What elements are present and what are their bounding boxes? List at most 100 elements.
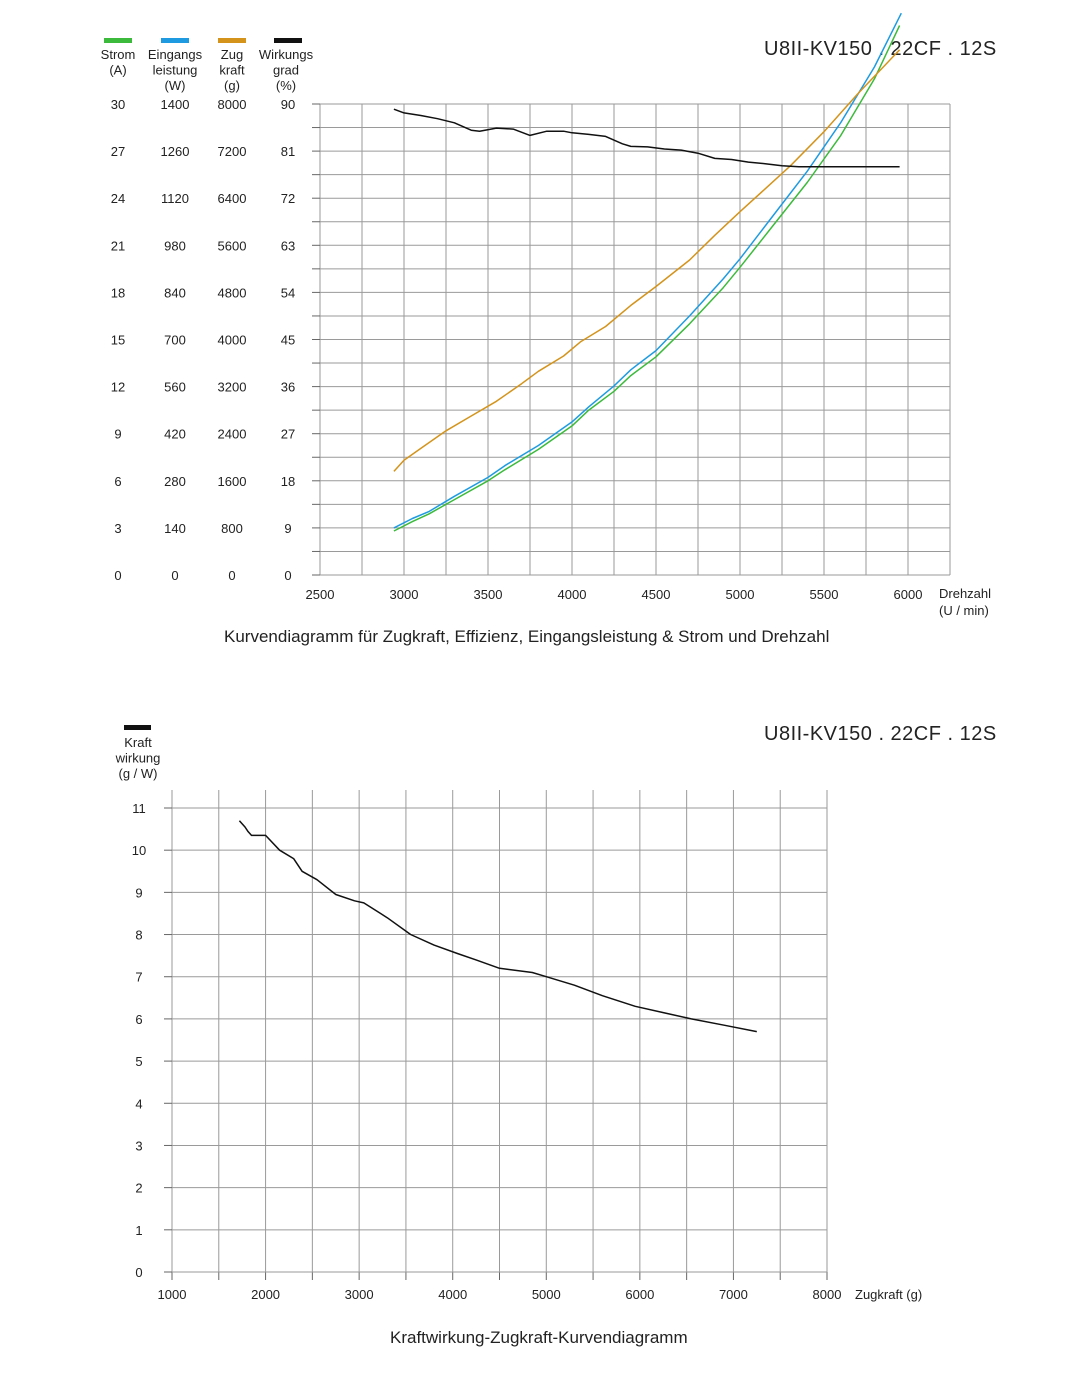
- y-tick-label-strom: 6: [114, 474, 121, 489]
- series-line-wirkung: [393, 108, 900, 168]
- x-tick-label: 7000: [719, 1287, 748, 1302]
- x-tick-label: 3000: [345, 1287, 374, 1302]
- y-tick-label-leistung: 0: [171, 568, 178, 583]
- y-tick-label-zug: 6400: [218, 191, 247, 206]
- y-tick-label-zug: 4000: [218, 333, 247, 348]
- axis-header-zug: (g): [224, 78, 240, 93]
- y-tick-label: 7: [135, 970, 142, 985]
- y-tick-label-zug: 0: [228, 568, 235, 583]
- x-tick-label: 5500: [810, 587, 839, 602]
- efficiency-thrust-chart: Kraftwirkung(g / W) 0 1 2 3 4 5 6 7 8 9 10 11 1000 200…: [115, 725, 922, 1302]
- y-tick-label-zug: 8000: [218, 97, 247, 112]
- y-tick-label-strom: 30: [111, 97, 125, 112]
- y-tick-label-wirkung: 18: [281, 474, 295, 489]
- y-tick-label-wirkung: 27: [281, 427, 295, 442]
- axis-header-wirkung: grad: [273, 63, 299, 78]
- model-title-top: U8II-KV150 . 22CF . 12S: [764, 38, 997, 60]
- x-tick-label: 4500: [642, 587, 671, 602]
- x-tick-label: 4000: [438, 1287, 467, 1302]
- x-tick-label: 2500: [306, 587, 335, 602]
- x-tick-label: 2000: [251, 1287, 280, 1302]
- y-tick-label-leistung: 280: [164, 474, 186, 489]
- y-axis-label: Kraft: [124, 735, 152, 750]
- x-tick-label: 8000: [813, 1287, 842, 1302]
- y-tick-label-leistung: 1260: [161, 144, 190, 159]
- y-tick-label-strom: 3: [114, 521, 121, 536]
- axis-header-strom: Strom: [101, 47, 136, 62]
- y-tick-label-wirkung: 63: [281, 238, 295, 253]
- legend-swatch-wirkung: [274, 38, 302, 43]
- series-line-leistung: [393, 12, 902, 529]
- y-tick-label-leistung: 1120: [161, 191, 189, 206]
- y-tick-label: 2: [135, 1181, 142, 1196]
- y-tick-label-strom: 15: [111, 333, 125, 348]
- axis-header-zug: kraft: [219, 63, 245, 78]
- y-tick-label-leistung: 1400: [161, 97, 190, 112]
- x-tick-label: 5000: [726, 587, 755, 602]
- series-line-kraftwirkung: [238, 820, 757, 1033]
- y-tick-label-strom: 21: [111, 238, 125, 253]
- chart1-caption: Kurvendiagramm für Zugkraft, Effizienz, …: [224, 627, 830, 646]
- y-tick-label-wirkung: 54: [281, 285, 295, 300]
- y-tick-label: 6: [135, 1012, 142, 1027]
- y-tick-label-wirkung: 45: [281, 333, 295, 348]
- y-tick-label: 1: [135, 1223, 142, 1238]
- y-tick-label-strom: 0: [114, 568, 121, 583]
- y-tick-label-leistung: 420: [164, 427, 186, 442]
- x-axis-label: Zugkraft (g): [855, 1287, 922, 1302]
- y-tick-label-strom: 27: [111, 144, 125, 159]
- y-tick-label: 11: [132, 801, 146, 816]
- y-axis-label: (g / W): [119, 766, 158, 781]
- y-tick-label-wirkung: 0: [284, 568, 291, 583]
- y-tick-label-strom: 9: [114, 427, 121, 442]
- y-tick-label-wirkung: 36: [281, 380, 295, 395]
- y-tick-label-strom: 24: [111, 191, 125, 206]
- y-tick-label-wirkung: 81: [281, 144, 295, 159]
- x-tick-label: 5000: [532, 1287, 561, 1302]
- y-tick-label: 8: [135, 928, 142, 943]
- x-axis-label: (U / min): [939, 603, 989, 618]
- y-tick-label-zug: 800: [221, 521, 243, 536]
- series-line-zug: [393, 49, 901, 472]
- y-tick-label: 9: [135, 885, 142, 900]
- x-tick-label: 1000: [158, 1287, 187, 1302]
- speed-performance-chart: Strom(A)036912151821242730Eingangsleistu…: [101, 12, 991, 618]
- y-tick-label-zug: 1600: [218, 474, 247, 489]
- x-tick-label: 3500: [474, 587, 503, 602]
- chart2-caption: Kraftwirkung-Zugkraft-Kurvendiagramm: [390, 1328, 688, 1347]
- legend-swatch-strom: [104, 38, 132, 43]
- y-tick-label: 0: [135, 1265, 142, 1280]
- axis-header-leistung: Eingangs: [148, 47, 203, 62]
- y-tick-label-zug: 4800: [218, 285, 247, 300]
- y-tick-label-leistung: 980: [164, 238, 186, 253]
- y-tick-label: 5: [135, 1054, 142, 1069]
- y-tick-label: 3: [135, 1138, 142, 1153]
- model-title-bottom: U8II-KV150 . 22CF . 12S: [764, 723, 997, 745]
- axis-header-wirkung: Wirkungs: [259, 47, 314, 62]
- x-axis-label: Drehzahl: [939, 586, 991, 601]
- y-tick-label-leistung: 700: [164, 333, 186, 348]
- y-tick-label: 10: [132, 843, 146, 858]
- x-tick-label: 6000: [894, 587, 923, 602]
- axis-header-leistung: (W): [165, 78, 186, 93]
- x-tick-label: 6000: [625, 1287, 654, 1302]
- y-tick-label-strom: 12: [111, 380, 125, 395]
- y-tick-label-wirkung: 9: [284, 521, 291, 536]
- y-tick-label-leistung: 140: [164, 521, 186, 536]
- y-tick-label-leistung: 840: [164, 285, 186, 300]
- legend-swatch-kraftwirkung: [124, 725, 151, 730]
- y-axis-label: wirkung: [115, 751, 161, 766]
- x-tick-label: 3000: [390, 587, 419, 602]
- y-tick-label-strom: 18: [111, 285, 125, 300]
- y-tick-label-wirkung: 90: [281, 97, 295, 112]
- y-tick-label-zug: 7200: [218, 144, 247, 159]
- axis-header-zug: Zug: [221, 47, 243, 62]
- y-tick-label-leistung: 560: [164, 380, 186, 395]
- axis-header-strom: (A): [109, 63, 126, 78]
- y-tick-label-zug: 5600: [218, 238, 247, 253]
- axis-header-wirkung: (%): [276, 78, 296, 93]
- axis-header-leistung: leistung: [153, 63, 198, 78]
- y-tick-label-zug: 2400: [218, 427, 247, 442]
- legend-swatch-leistung: [161, 38, 189, 43]
